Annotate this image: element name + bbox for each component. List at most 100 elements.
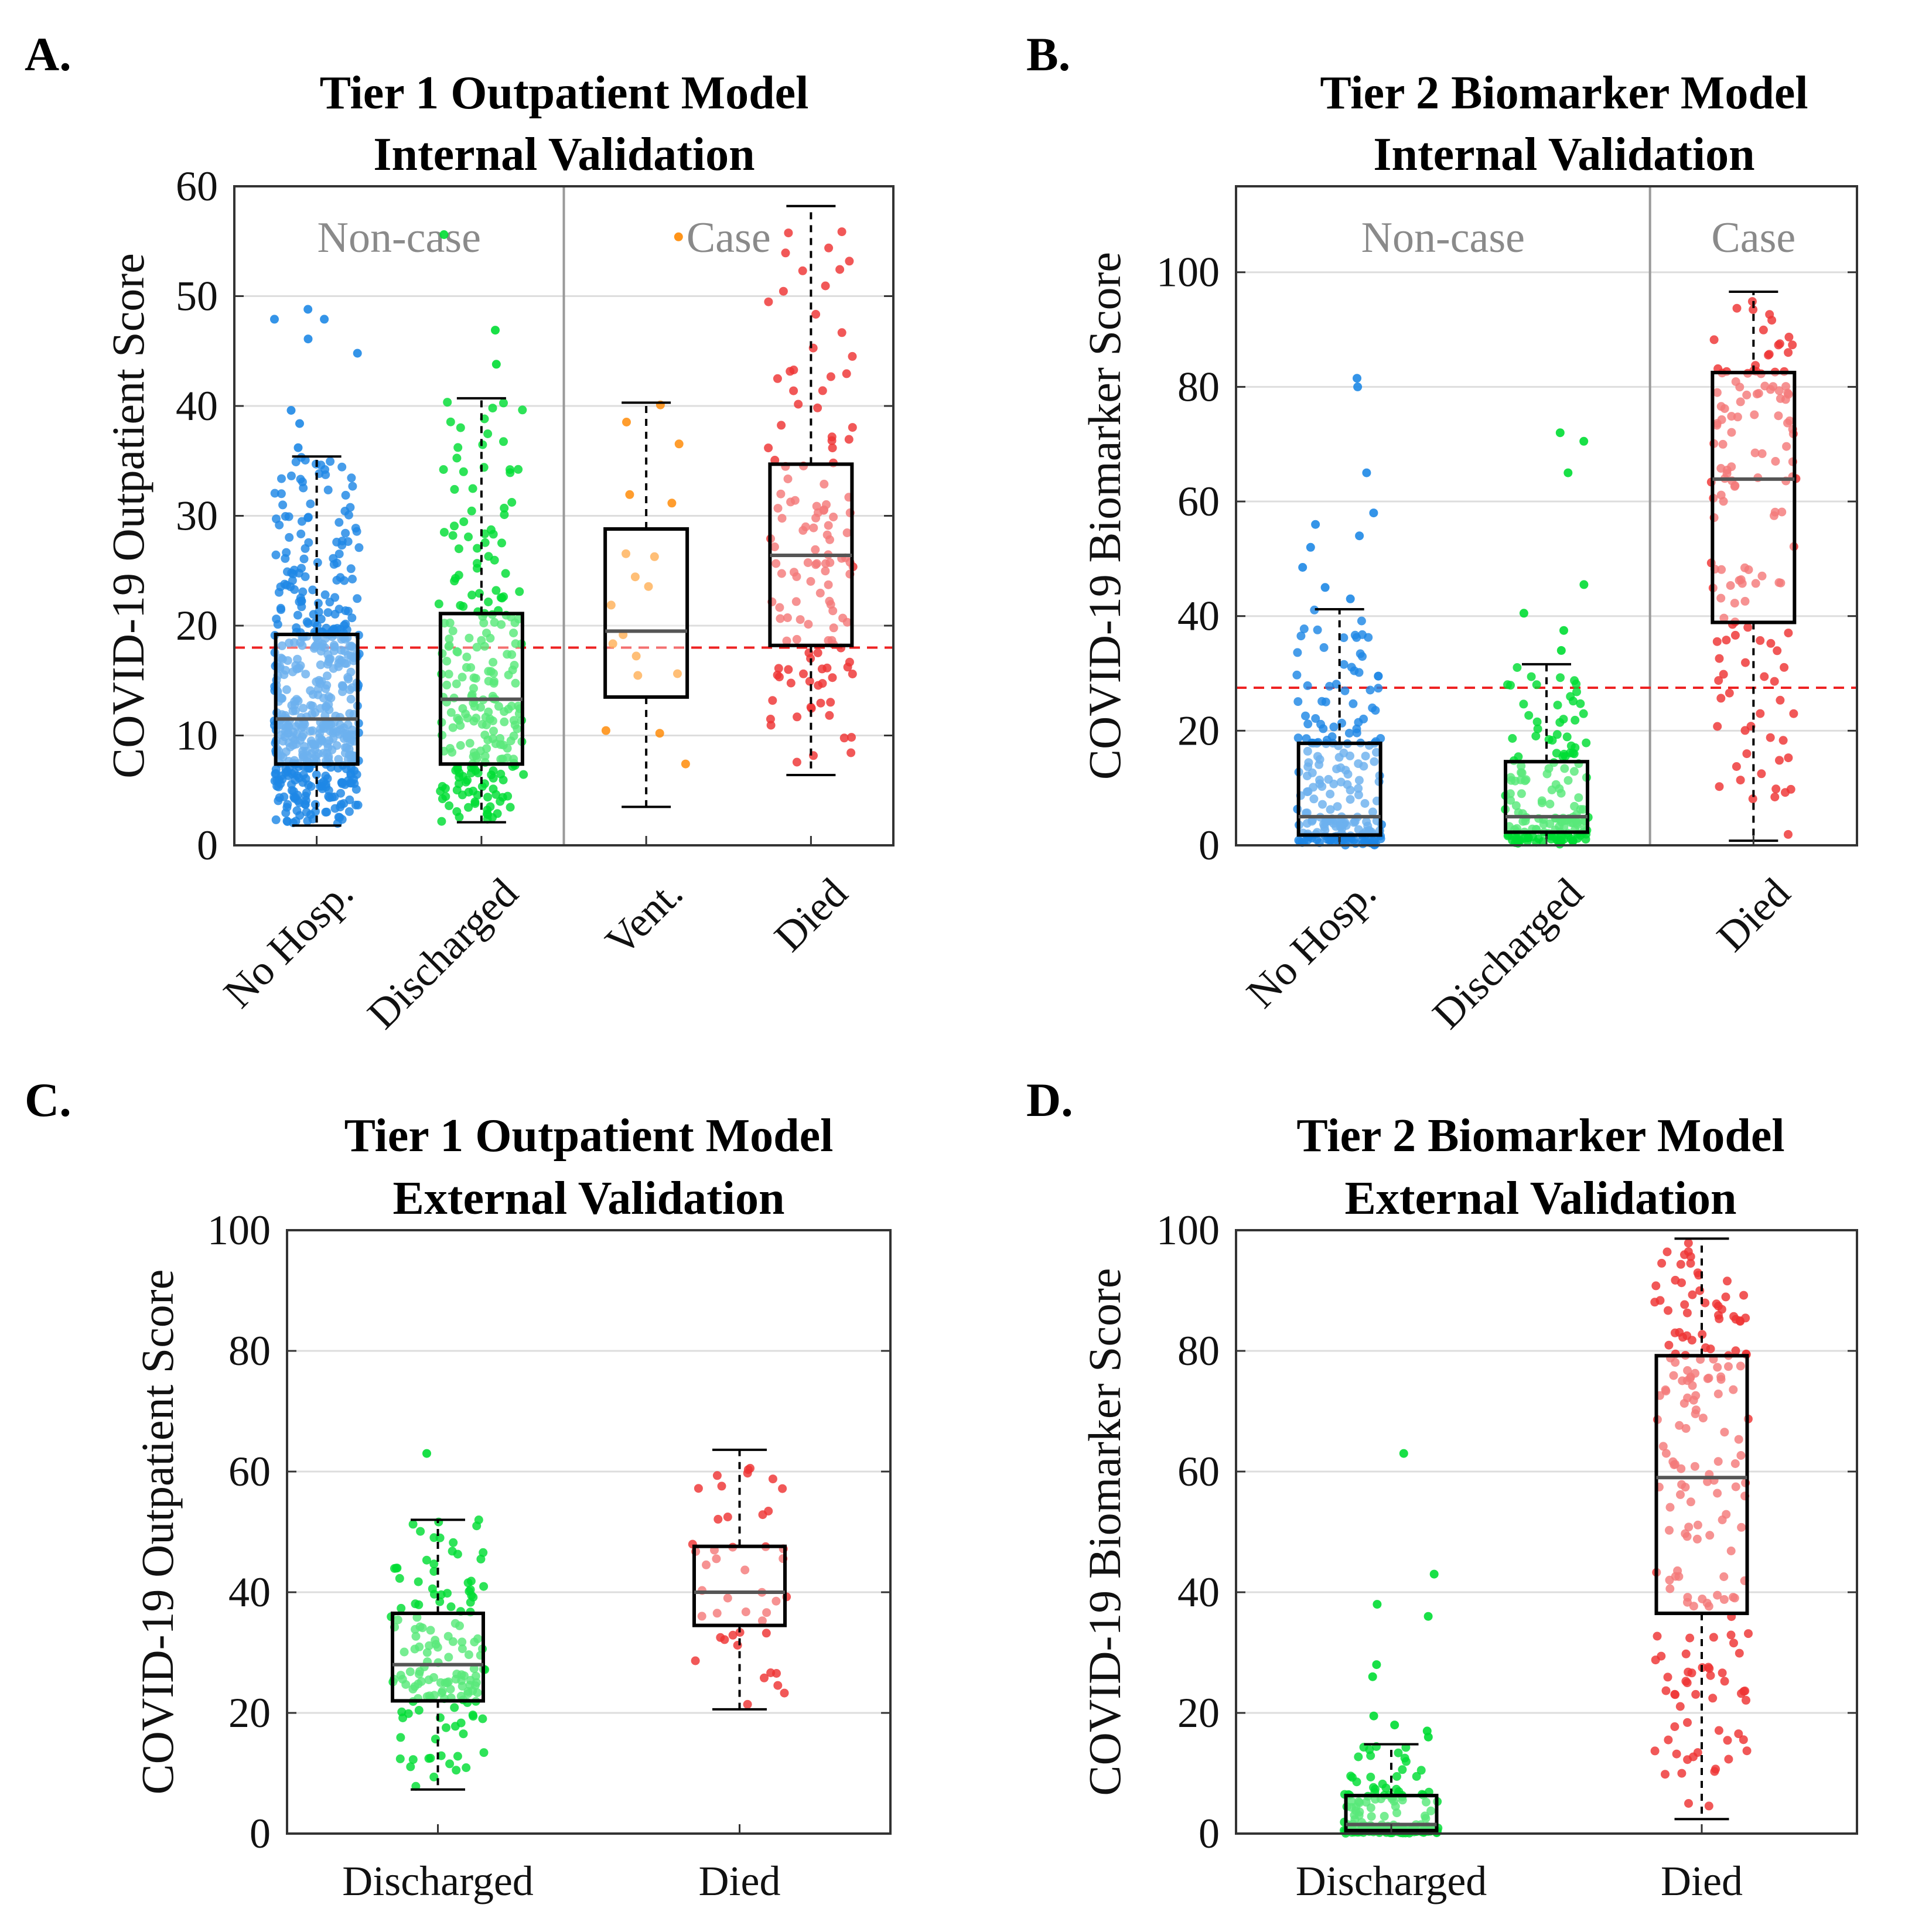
data-point: [271, 764, 281, 774]
data-point: [781, 248, 790, 258]
data-point: [497, 593, 507, 603]
data-point: [503, 791, 513, 801]
data-point: [470, 1637, 479, 1647]
data-point: [396, 1733, 405, 1742]
data-point: [1739, 1291, 1749, 1300]
data-point: [482, 629, 491, 638]
data-point: [1778, 736, 1788, 745]
data-point: [601, 726, 610, 735]
data-point: [1716, 490, 1726, 500]
data-point: [1742, 1746, 1752, 1756]
data-point: [673, 669, 682, 678]
data-point: [442, 1678, 452, 1687]
data-point: [450, 1619, 460, 1628]
data-point: [1517, 768, 1527, 777]
data-point: [429, 1589, 439, 1599]
data-point: [1671, 1572, 1680, 1581]
data-point: [497, 538, 506, 548]
box: [274, 633, 360, 766]
data-point: [1691, 1405, 1701, 1415]
data-point: [507, 498, 517, 507]
plot-area: [1236, 1230, 1857, 1834]
data-point: [1771, 457, 1780, 466]
y-axis-label: COVID-19 Biomarker Score: [1079, 252, 1130, 780]
box: [1654, 1354, 1749, 1616]
data-point: [622, 549, 630, 558]
data-point: [837, 328, 846, 337]
data-point: [1689, 1602, 1698, 1611]
data-point: [1326, 790, 1335, 798]
panel-a: A. Tier 1 Outpatient Model Internal Valida…: [25, 28, 895, 1037]
data-point: [1661, 1770, 1670, 1779]
data-point: [1664, 1735, 1673, 1745]
data-point: [825, 711, 834, 720]
data-point: [462, 1763, 471, 1772]
data-point: [344, 510, 353, 520]
data-point: [818, 386, 827, 395]
data-point: [422, 1555, 431, 1565]
data-point: [804, 620, 813, 629]
data-point: [1670, 1722, 1679, 1731]
data-point: [275, 693, 285, 702]
data-point: [1784, 332, 1794, 342]
box: [1504, 760, 1589, 834]
data-point: [295, 798, 304, 807]
data-point: [792, 572, 801, 581]
data-point: [1371, 1784, 1380, 1794]
data-point: [296, 638, 305, 647]
data-point: [1303, 762, 1313, 772]
data-point: [1735, 383, 1745, 392]
data-point: [1364, 825, 1374, 835]
data-point: [506, 803, 515, 812]
data-point: [406, 1762, 415, 1771]
data-point: [1354, 1797, 1363, 1806]
data-point: [1713, 722, 1722, 731]
y-tick-label: 100: [1156, 249, 1220, 296]
data-point: [1722, 1510, 1731, 1519]
data-point: [1661, 1686, 1671, 1695]
y-tick-label: 40: [176, 383, 218, 429]
y-tick-label: 0: [197, 822, 218, 869]
data-point: [1701, 1343, 1711, 1353]
data-point: [723, 1513, 732, 1521]
data-point: [1517, 762, 1526, 771]
data-point: [353, 594, 362, 603]
data-point: [1685, 1633, 1695, 1643]
data-point: [1662, 1247, 1672, 1257]
data-point: [340, 621, 349, 630]
x-tick-label: No Hosp.: [214, 869, 362, 1017]
data-point: [1742, 1695, 1750, 1705]
data-point: [828, 606, 838, 616]
data-point: [438, 781, 447, 791]
data-point: [491, 586, 501, 595]
data-point: [316, 615, 326, 624]
x-tick-label: No Hosp.: [1237, 869, 1385, 1017]
data-point: [1677, 1769, 1687, 1778]
data-point: [793, 712, 802, 722]
data-point: [1703, 1374, 1712, 1383]
data-point: [1704, 1801, 1713, 1811]
data-point: [1706, 1671, 1715, 1680]
data-point: [271, 550, 281, 559]
chart-title-line: Tier 1 Outpatient Model: [320, 67, 809, 119]
data-point: [496, 797, 505, 806]
data-point: [766, 1668, 776, 1677]
data-point: [1713, 1489, 1722, 1498]
data-point: [439, 528, 449, 537]
data-point: [1293, 697, 1303, 706]
data-point: [789, 366, 798, 374]
data-point: [1759, 325, 1768, 334]
data-point: [757, 1616, 767, 1626]
data-point: [477, 636, 486, 645]
y-tick-label: 0: [250, 1810, 271, 1857]
data-point-outlier: [1368, 1672, 1377, 1681]
data-point: [778, 1484, 787, 1493]
data-point: [452, 647, 462, 656]
data-point: [296, 530, 306, 538]
data-point: [318, 736, 327, 746]
data-point: [448, 723, 458, 732]
data-point: [811, 513, 821, 523]
data-point: [1319, 643, 1329, 652]
data-point: [429, 1559, 439, 1569]
data-point: [1730, 1459, 1740, 1468]
